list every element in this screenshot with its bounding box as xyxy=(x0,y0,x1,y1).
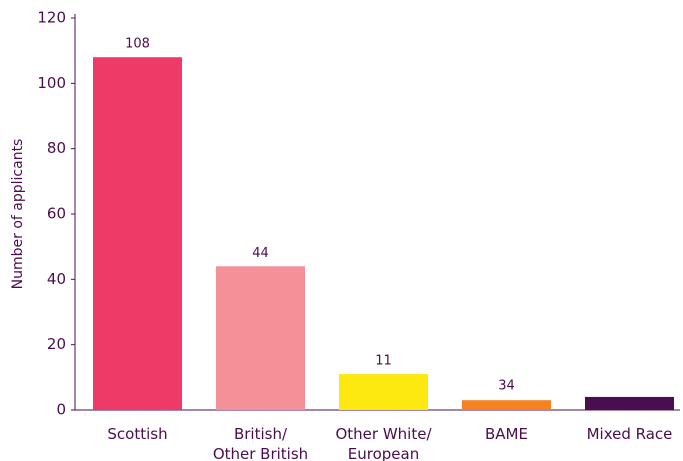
value-label: 44 xyxy=(252,246,269,261)
x-tick-label: Other White/European xyxy=(335,425,432,461)
bar xyxy=(93,57,182,410)
y-tick-label: 20 xyxy=(47,335,66,353)
x-tick-label: Mixed Race xyxy=(587,425,673,443)
y-tick-label: 0 xyxy=(56,401,66,419)
bar xyxy=(585,396,674,410)
value-label: 11 xyxy=(375,354,392,369)
x-tick-label: British/Other British xyxy=(213,425,308,461)
x-tick-label: BAME xyxy=(485,425,528,443)
x-tick-label: Scottish xyxy=(107,425,167,443)
y-tick-label: 80 xyxy=(47,139,66,157)
y-tick-label: 40 xyxy=(47,270,66,288)
y-axis-label: Number of applicants xyxy=(10,139,26,290)
y-tick-label: 60 xyxy=(47,205,66,223)
bar xyxy=(216,266,305,410)
bar xyxy=(339,374,428,410)
y-tick-label: 120 xyxy=(37,9,66,27)
y-tick-label: 100 xyxy=(37,74,66,92)
bar xyxy=(462,400,551,410)
annotation: 34 xyxy=(498,379,515,394)
value-label: 108 xyxy=(125,37,150,52)
